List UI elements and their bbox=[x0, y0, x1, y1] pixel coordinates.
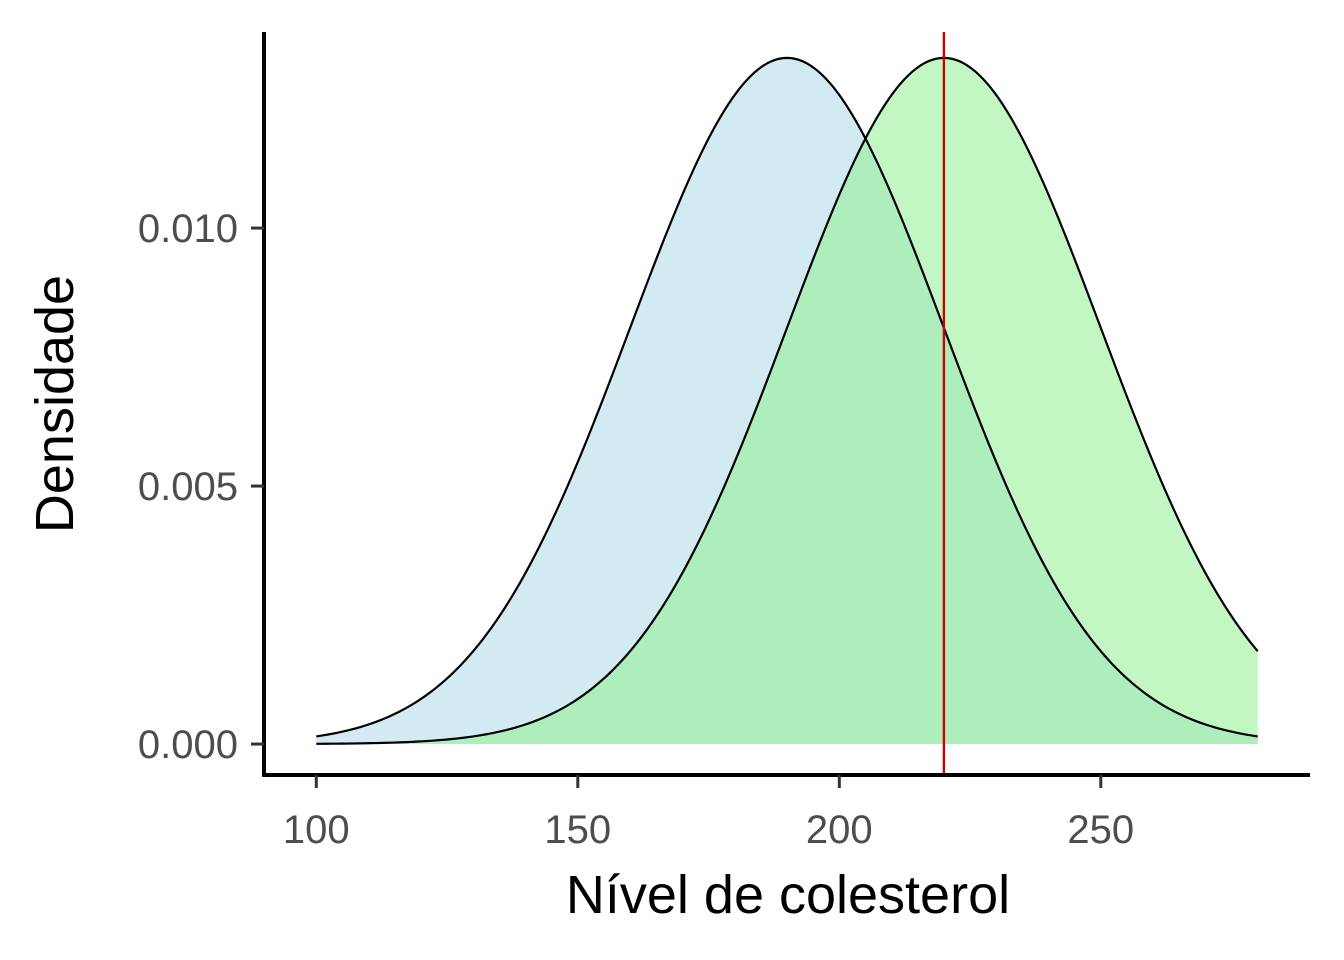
density-curves bbox=[316, 56, 1259, 745]
tick-labels: 100 150 200 250 0.000 0.005 0.010 bbox=[138, 207, 1134, 852]
density-area-2 bbox=[316, 57, 1258, 745]
x-tick-label-150: 150 bbox=[544, 808, 611, 852]
y-tick-label-0.005: 0.005 bbox=[138, 465, 238, 509]
y-axis-title: Densidade bbox=[25, 275, 85, 533]
density-areas bbox=[316, 57, 1258, 745]
y-tick-label-0.000: 0.000 bbox=[138, 723, 238, 767]
x-tick-label-200: 200 bbox=[806, 808, 873, 852]
x-tick-label-100: 100 bbox=[283, 808, 350, 852]
x-axis-title: Nível de colesterol bbox=[566, 865, 1010, 925]
density-curve-1 bbox=[316, 56, 1258, 738]
density-curve-2 bbox=[316, 56, 1259, 745]
tick-marks bbox=[251, 226, 1103, 788]
x-tick-label-250: 250 bbox=[1067, 808, 1134, 852]
axes bbox=[262, 32, 1310, 777]
y-tick-label-0.010: 0.010 bbox=[138, 207, 238, 251]
